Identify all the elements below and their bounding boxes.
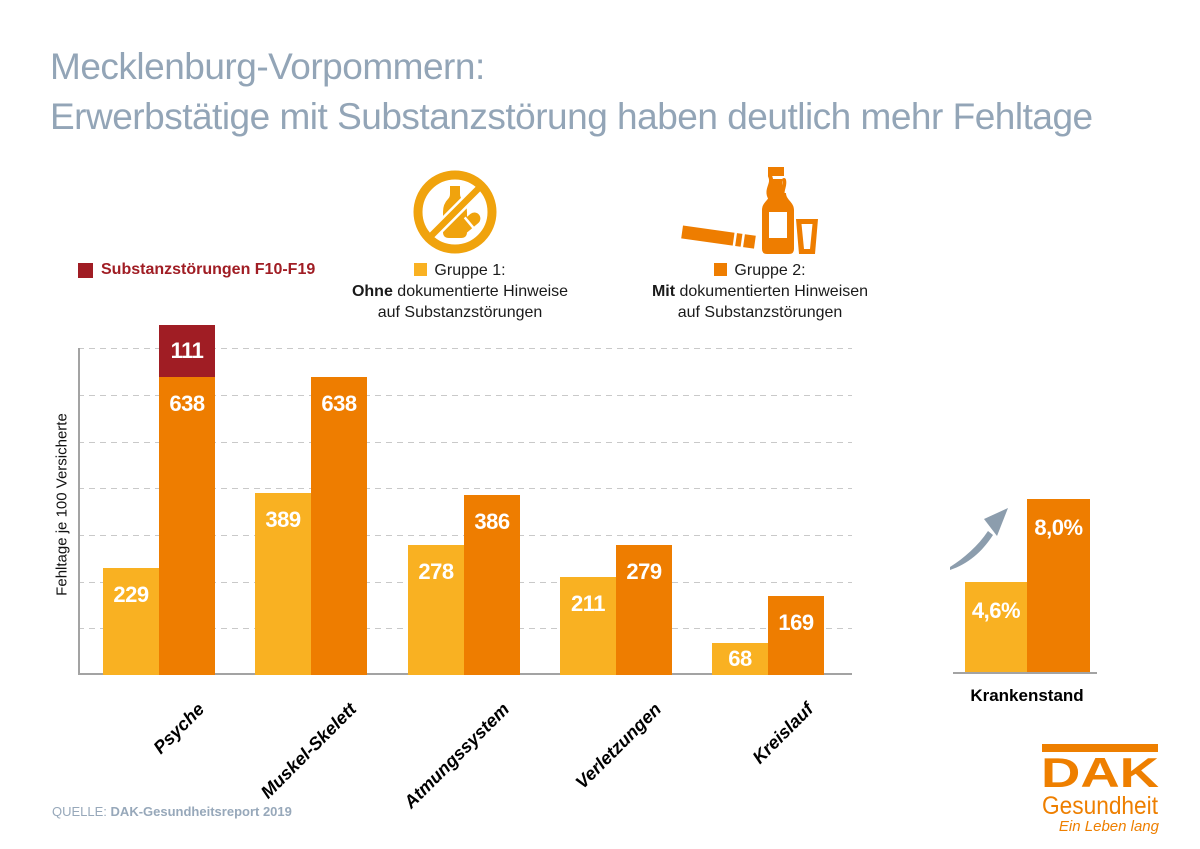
bar-muskel-skelett-gruppe1-value: 389 bbox=[265, 507, 301, 533]
legend-swatch-red bbox=[78, 262, 93, 278]
dak-logo-sub: Gesundheit bbox=[1042, 792, 1158, 820]
gridline-500 bbox=[78, 441, 852, 443]
legend-group1-name: Gruppe 1: bbox=[434, 262, 506, 279]
page-title-line2: Erwerbstätige mit Substanzstörung haben … bbox=[50, 96, 1093, 137]
legend-group1-title: Gruppe 1: bbox=[310, 260, 610, 281]
krankenstand-label: Krankenstand bbox=[970, 686, 1084, 705]
bar-psyche-gruppe1: 229 bbox=[103, 568, 159, 675]
bar-atmungssystem-gruppe1-value: 278 bbox=[418, 559, 454, 585]
legend-group1-line2: Ohne dokumentierte Hinweise bbox=[310, 281, 610, 302]
page-title-line1: Mecklenburg-Vorpommern: bbox=[50, 46, 485, 87]
dak-logo-svg: DAK Gesundheit Ein Leben lang bbox=[1041, 744, 1160, 835]
legend-group2-rest: dokumentierten Hinweisen bbox=[675, 283, 869, 300]
cigarette-bottle-glass-icon bbox=[676, 163, 826, 268]
gridline-400 bbox=[78, 488, 852, 490]
bar-kreislauf-gruppe1-value: 68 bbox=[728, 646, 752, 672]
source-prefix: QUELLE: bbox=[52, 804, 107, 819]
legend-group1: Gruppe 1: Ohne dokumentierte Hinweise au… bbox=[310, 260, 610, 323]
bar-atmungssystem-gruppe2: 386 bbox=[464, 494, 520, 675]
bar-verletzungen-gruppe1-value: 211 bbox=[571, 590, 606, 616]
cigarette-shape bbox=[681, 225, 756, 249]
legend-swatch-group2 bbox=[714, 263, 728, 276]
bar-kreislauf-gruppe1: 68 bbox=[712, 643, 768, 675]
legend-swatch-group1 bbox=[414, 263, 428, 276]
bar-muskel-skelett-gruppe2: 638 bbox=[311, 377, 367, 675]
bar-psyche-substanz-value: 111 bbox=[170, 338, 204, 364]
glass-shape bbox=[796, 219, 818, 254]
pill-shape bbox=[457, 212, 481, 234]
bar-psyche-gruppe1-value: 229 bbox=[113, 582, 149, 608]
gridline-600 bbox=[78, 394, 852, 396]
krankenstand-value-gruppe2: 8,0% bbox=[1034, 515, 1083, 540]
source-text: DAK-Gesundheitsreport 2019 bbox=[110, 804, 292, 819]
bar-atmungssystem-gruppe2-value: 386 bbox=[474, 508, 510, 534]
legend-substance-label: Substanzstörungen F10-F19 bbox=[101, 261, 316, 278]
prohibition-ring bbox=[413, 170, 497, 254]
legend-group1-bold: Ohne bbox=[351, 283, 393, 300]
source-line: QUELLE: DAK-Gesundheitsreport 2019 bbox=[52, 804, 292, 819]
bar-muskel-skelett-gruppe1: 389 bbox=[255, 493, 311, 675]
legend-group1-rest: dokumentierte Hinweise bbox=[392, 283, 569, 300]
dak-logo-slogan: Ein Leben lang bbox=[1059, 818, 1160, 835]
y-axis-line bbox=[78, 348, 80, 673]
bar-muskel-skelett-gruppe2-value: 638 bbox=[321, 391, 357, 417]
legend-substance-disorders: Substanzstörungen F10-F19 bbox=[78, 261, 315, 279]
gridline-700 bbox=[78, 348, 852, 350]
bar-verletzungen-gruppe2-value: 279 bbox=[626, 558, 662, 584]
cigarette-bottle-glass-icon-svg bbox=[681, 167, 818, 254]
legend-group2-title: Gruppe 2: bbox=[610, 260, 910, 281]
krankenstand-baseline bbox=[953, 672, 1097, 674]
no-alcohol-pills-icon-svg bbox=[413, 170, 497, 254]
bar-psyche-gruppe2: 638 bbox=[159, 377, 215, 675]
trend-up-arrow-icon bbox=[950, 508, 1008, 570]
bar-atmungssystem-gruppe1: 278 bbox=[408, 545, 464, 675]
dak-logo-bar bbox=[1042, 744, 1158, 752]
bottle-shape bbox=[762, 167, 794, 254]
legend-group2-name: Gruppe 2: bbox=[734, 262, 806, 279]
legend-group2-line2: Mit dokumentierten Hinweisen bbox=[610, 281, 910, 302]
legend-group2: Gruppe 2: Mit dokumentierten Hinweisen a… bbox=[610, 260, 910, 323]
legend-group2-bold: Mit bbox=[651, 283, 676, 300]
legend-group1-line3: auf Substanzstörungen bbox=[377, 304, 543, 321]
dak-logo-brand: DAK bbox=[1042, 749, 1159, 796]
bar-kreislauf-gruppe2-value: 169 bbox=[778, 610, 814, 636]
bar-kreislauf-gruppe2: 169 bbox=[768, 596, 824, 675]
bar-verletzungen-gruppe1: 211 bbox=[560, 576, 616, 675]
bar-psyche-substanz: 111 bbox=[159, 325, 215, 378]
legend-group2-line3: auf Substanzstörungen bbox=[677, 304, 843, 321]
bar-verletzungen-gruppe2: 279 bbox=[616, 544, 672, 675]
krankenstand-bar-gruppe1: 4,6% bbox=[965, 582, 1027, 673]
no-alcohol-pills-icon bbox=[409, 166, 501, 263]
bar-psyche-gruppe2-value: 638 bbox=[169, 391, 205, 417]
krankenstand-bar-gruppe2: 8,0% bbox=[1027, 499, 1090, 673]
page-title: Mecklenburg-Vorpommern: Erwerbstätige mi… bbox=[50, 42, 1093, 142]
krankenstand-value-gruppe1: 4,6% bbox=[971, 598, 1021, 623]
dak-logo: DAK Gesundheit Ein Leben lang bbox=[1041, 744, 1164, 841]
